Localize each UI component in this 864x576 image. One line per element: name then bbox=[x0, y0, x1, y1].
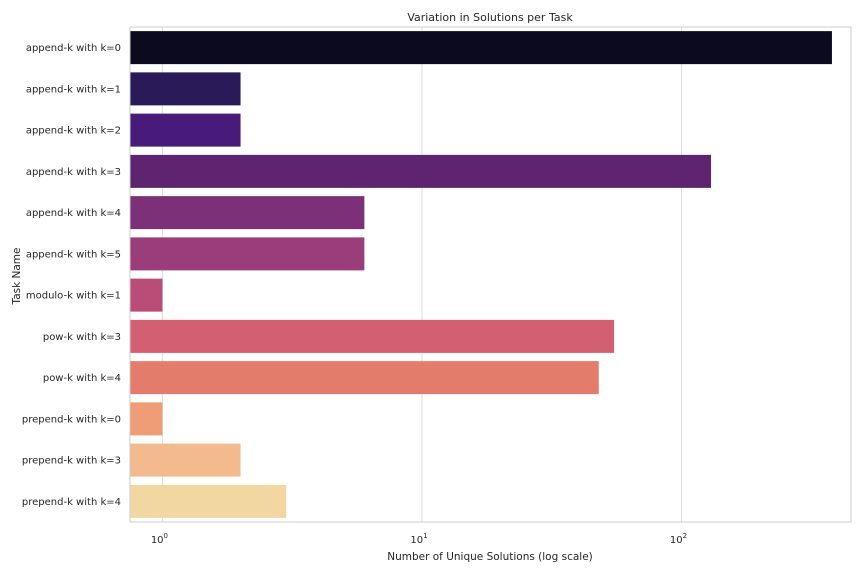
bar bbox=[130, 113, 241, 147]
x-tick-label: 100 bbox=[151, 532, 168, 546]
bar bbox=[130, 31, 832, 65]
y-tick-label: modulo-k with k=1 bbox=[26, 291, 121, 302]
bar bbox=[130, 319, 615, 353]
bar bbox=[130, 443, 241, 477]
bars bbox=[130, 31, 832, 518]
bar bbox=[130, 402, 163, 436]
y-tick-label: append-k with k=2 bbox=[26, 126, 121, 137]
y-tick-labels: append-k with k=0 append-k with k=1 append… bbox=[22, 43, 121, 508]
plot-frame bbox=[129, 26, 852, 523]
bar bbox=[130, 278, 163, 312]
x-tick-labels: 100 101 102 bbox=[151, 532, 687, 546]
x-tick-label: 101 bbox=[410, 532, 427, 546]
y-tick-label: pow-k with k=4 bbox=[43, 373, 121, 384]
bar bbox=[130, 72, 241, 106]
bar bbox=[130, 237, 365, 271]
bar bbox=[130, 154, 712, 188]
y-tick-label: append-k with k=4 bbox=[26, 208, 121, 219]
grid-lines bbox=[161, 27, 682, 522]
y-tick-label: prepend-k with k=4 bbox=[22, 497, 121, 508]
y-tick-label: append-k with k=1 bbox=[26, 84, 121, 95]
y-tick-label: append-k with k=5 bbox=[26, 249, 121, 260]
bar bbox=[130, 484, 287, 518]
x-tick-label: 102 bbox=[670, 532, 687, 546]
y-axis-title: Task Name bbox=[11, 248, 23, 306]
bar bbox=[130, 196, 365, 230]
y-tick-label: append-k with k=0 bbox=[26, 43, 121, 54]
chart-title: Variation in Solutions per Task bbox=[407, 11, 573, 24]
y-tick-label: append-k with k=3 bbox=[26, 167, 121, 178]
x-axis-title: Number of Unique Solutions (log scale) bbox=[387, 551, 593, 563]
bar bbox=[130, 361, 599, 395]
y-tick-label: prepend-k with k=3 bbox=[22, 456, 121, 467]
y-tick-label: pow-k with k=3 bbox=[43, 332, 121, 343]
y-tick-label: prepend-k with k=0 bbox=[22, 414, 121, 425]
